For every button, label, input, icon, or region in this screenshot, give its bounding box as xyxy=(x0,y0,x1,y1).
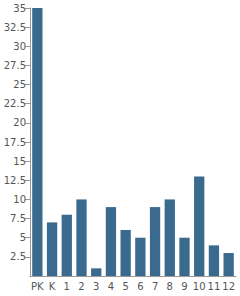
svg-text:5: 5 xyxy=(122,281,128,292)
svg-text:27.5: 27.5 xyxy=(4,60,26,71)
svg-text:22.5: 22.5 xyxy=(4,98,26,109)
svg-text:7.5: 7.5 xyxy=(10,213,26,224)
svg-text:2: 2 xyxy=(78,281,84,292)
svg-text:3: 3 xyxy=(93,281,99,292)
svg-text:17.5: 17.5 xyxy=(4,137,26,148)
svg-text:15: 15 xyxy=(13,156,26,167)
svg-text:7: 7 xyxy=(152,281,158,292)
svg-text:35: 35 xyxy=(13,3,26,14)
svg-text:1: 1 xyxy=(64,281,70,292)
svg-text:5: 5 xyxy=(20,232,26,243)
svg-text:10: 10 xyxy=(13,194,26,205)
svg-text:6: 6 xyxy=(137,281,143,292)
svg-text:4: 4 xyxy=(108,281,114,292)
svg-text:PK: PK xyxy=(31,281,44,292)
svg-text:12: 12 xyxy=(222,281,235,292)
svg-text:10: 10 xyxy=(193,281,206,292)
svg-text:11: 11 xyxy=(208,281,221,292)
svg-text:30: 30 xyxy=(13,41,26,52)
svg-text:8: 8 xyxy=(167,281,173,292)
svg-text:12.5: 12.5 xyxy=(4,175,26,186)
svg-text:20: 20 xyxy=(13,117,26,128)
svg-text:9: 9 xyxy=(181,281,187,292)
svg-text:25: 25 xyxy=(13,79,26,90)
svg-text:32.5: 32.5 xyxy=(4,22,26,33)
svg-text:2.5: 2.5 xyxy=(10,251,26,262)
svg-text:K: K xyxy=(49,281,56,292)
